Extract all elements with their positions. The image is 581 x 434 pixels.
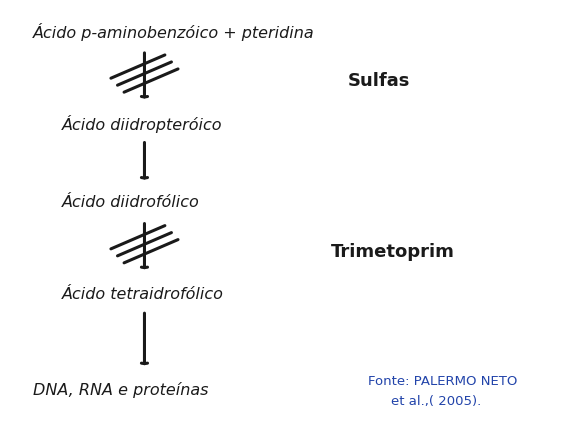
Text: DNA, RNA e proteínas: DNA, RNA e proteínas — [33, 381, 209, 398]
Text: Sulfas: Sulfas — [348, 72, 410, 90]
Text: Ácido diidrofólico: Ácido diidrofólico — [62, 194, 199, 210]
Text: Trimetoprim: Trimetoprim — [331, 242, 454, 260]
Text: Fonte: PALERMO NETO: Fonte: PALERMO NETO — [368, 375, 517, 388]
Text: Ácido tetraidrofólico: Ácido tetraidrofólico — [62, 286, 223, 301]
Text: et al.,( 2005).: et al.,( 2005). — [390, 395, 481, 408]
Text: Ácido p-aminobenzóico + pteridina: Ácido p-aminobenzóico + pteridina — [33, 23, 314, 41]
Text: Ácido diidropteróico: Ácido diidropteróico — [62, 115, 222, 132]
